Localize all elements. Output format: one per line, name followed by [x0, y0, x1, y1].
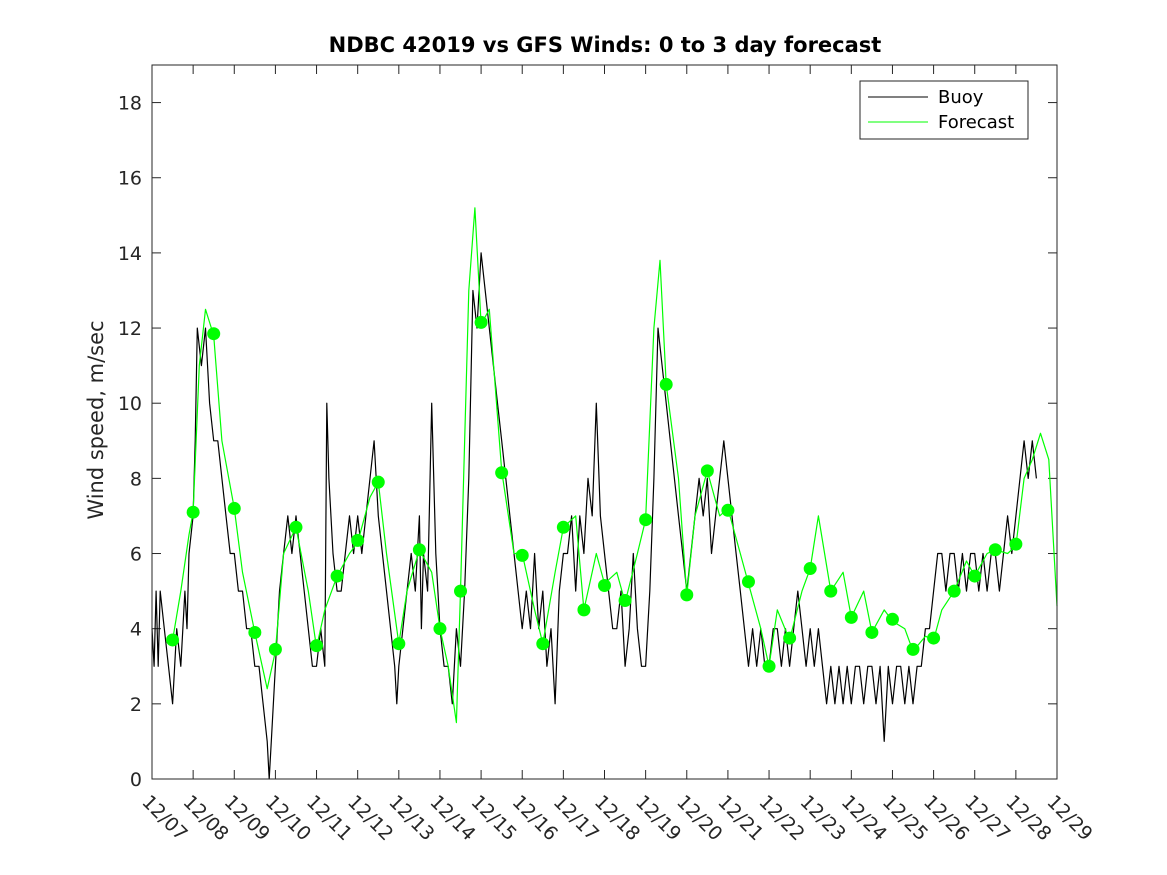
forecast-marker [536, 637, 550, 651]
forecast-marker [351, 533, 365, 547]
forecast-marker [741, 575, 755, 589]
forecast-marker [392, 637, 406, 651]
forecast-marker [598, 578, 611, 592]
forecast-line [172, 207, 1058, 724]
y-tick-label: 14 [118, 243, 142, 265]
x-tick-label: 12/28 [1001, 791, 1055, 845]
forecast-marker [186, 505, 200, 519]
x-tick-label: 12/12 [343, 791, 397, 845]
x-tick-label: 12/19 [631, 791, 685, 845]
forecast-marker [762, 659, 776, 673]
forecast-marker [803, 562, 817, 576]
forecast-marker [166, 633, 180, 647]
forecast-marker [659, 377, 673, 391]
x-tick-label: 12/21 [713, 791, 767, 845]
forecast-marker [207, 327, 221, 341]
forecast-marker [268, 642, 282, 656]
x-tick-label: 12/20 [672, 791, 726, 845]
x-tick-label: 12/13 [384, 791, 438, 845]
forecast-marker [783, 631, 797, 645]
forecast-marker [906, 642, 920, 656]
forecast-marker [947, 584, 961, 598]
forecast-marker [577, 603, 591, 617]
forecast-marker [1009, 537, 1023, 551]
y-tick-label: 10 [118, 393, 142, 415]
y-axis-label: Wind speed, m/sec [84, 320, 108, 519]
y-tick-label: 6 [130, 544, 142, 566]
forecast-marker [700, 464, 714, 478]
legend-buoy-label: Buoy [938, 87, 984, 108]
forecast-marker [844, 610, 858, 624]
forecast-marker [433, 622, 447, 636]
x-tick-label: 12/24 [837, 791, 891, 845]
forecast-marker [556, 520, 570, 534]
y-tick-label: 0 [130, 769, 142, 791]
legend: Buoy Forecast [859, 80, 1029, 140]
x-tick-label: 12/16 [508, 791, 562, 845]
forecast-marker [721, 503, 735, 517]
forecast-marker [474, 315, 488, 329]
forecast-marker [371, 475, 385, 489]
forecast-marker [227, 501, 241, 515]
forecast-marker [865, 625, 879, 639]
forecast-marker [289, 520, 303, 534]
forecast-marker [988, 543, 1002, 557]
x-tick-label: 12/22 [755, 791, 809, 845]
forecast-marker [412, 543, 426, 557]
x-tick-label: 12/27 [960, 791, 1014, 845]
forecast-marker [968, 569, 982, 583]
forecast-markers [166, 315, 1023, 673]
y-tick-label: 16 [118, 168, 142, 190]
forecast-marker [824, 584, 838, 598]
forecast-marker [330, 569, 344, 583]
axis-ticks: 0 2 4 6 8 10 12 14 16 18 12/0712/0812/0912/1012/11… [118, 65, 1097, 845]
forecast-marker [515, 548, 529, 562]
x-tick-label: 12/18 [590, 791, 644, 845]
y-tick-label: 2 [130, 694, 142, 716]
legend-box [859, 80, 1029, 140]
x-tick-label: 12/26 [919, 791, 973, 845]
forecast-marker [454, 584, 468, 598]
forecast-marker [618, 594, 632, 607]
forecast-marker [248, 625, 262, 639]
legend-forecast-label: Forecast [938, 112, 1014, 133]
forecast-marker [310, 639, 324, 653]
plot-frame [151, 64, 1058, 780]
forecast-marker [927, 631, 941, 645]
series-layer [151, 207, 1058, 780]
buoy-line [151, 252, 1037, 780]
x-tick-label: 12/11 [302, 791, 356, 845]
x-tick-label: 12/07 [137, 791, 191, 845]
y-tick-label: 8 [130, 468, 142, 490]
x-tick-label: 12/14 [425, 791, 479, 845]
y-tick-label: 18 [118, 93, 142, 115]
x-tick-label: 12/09 [220, 791, 274, 845]
forecast-marker [680, 588, 694, 602]
forecast-marker [495, 466, 509, 480]
x-tick-label: 12/17 [549, 791, 603, 845]
x-tick-label: 12/08 [179, 791, 233, 845]
x-tick-label: 12/10 [261, 791, 315, 845]
x-tick-label: 12/15 [467, 791, 521, 845]
x-tick-label: 12/29 [1042, 791, 1096, 845]
chart-title: NDBC 42019 vs GFS Winds: 0 to 3 day fore… [329, 33, 882, 57]
x-tick-label: 12/25 [878, 791, 932, 845]
forecast-marker [639, 513, 653, 527]
y-tick-label: 4 [130, 619, 142, 641]
y-tick-label: 12 [118, 318, 142, 340]
x-tick-label: 12/23 [796, 791, 850, 845]
forecast-marker [885, 612, 899, 626]
